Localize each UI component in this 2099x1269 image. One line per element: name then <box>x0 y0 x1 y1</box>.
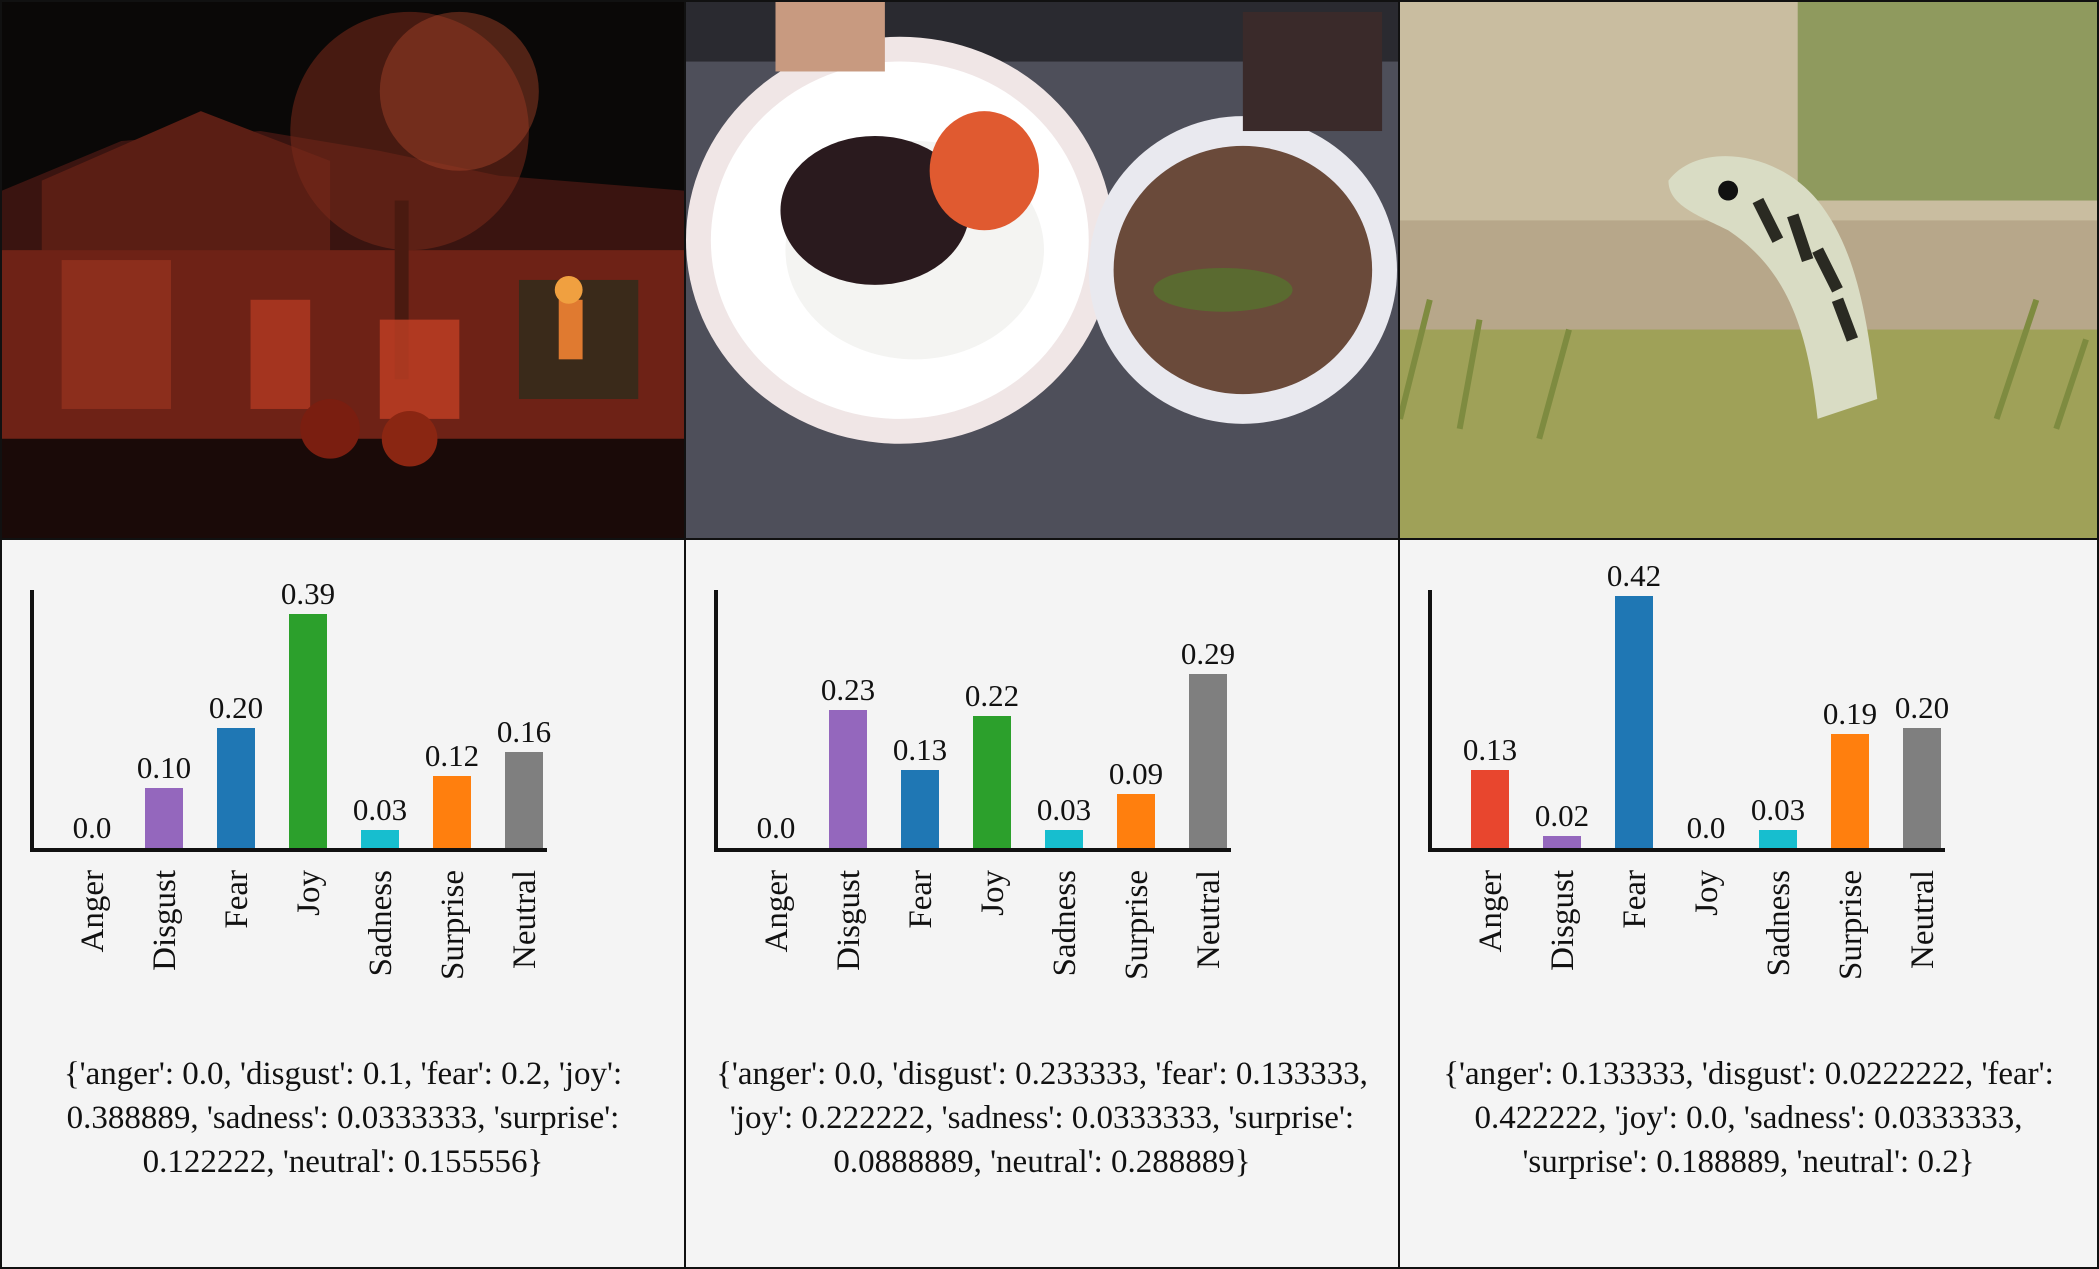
tick-label-sadness: Sadness <box>1761 870 1797 976</box>
value-label-fear: 0.20 <box>209 690 263 725</box>
bar-chart-3: 0.13 Anger 0.02 Disgust 0.42 Fear 0.0 Joy 0.03 Sa… <box>1428 558 1949 980</box>
tick-label-anger: Anger <box>759 870 795 952</box>
halloween-house-illustration <box>2 2 684 538</box>
tick-label-disgust: Disgust <box>831 870 867 971</box>
tick-label-fear: Fear <box>1617 870 1653 929</box>
tick-label-neutral: Neutral <box>1905 870 1941 969</box>
value-label-sadness: 0.03 <box>353 792 407 827</box>
photo-halloween-house <box>0 0 686 540</box>
bar-fear <box>217 728 255 848</box>
value-label-surprise: 0.12 <box>425 738 479 773</box>
tick-label-anger: Anger <box>1473 870 1509 952</box>
tick-label-disgust: Disgust <box>147 870 183 971</box>
bar-chart-2: 0.0 Anger 0.23 Disgust 0.13 Fear 0.22 Joy 0.03 Sa… <box>714 590 1235 980</box>
tick-label-anger: Anger <box>75 870 111 952</box>
tick-label-joy: Joy <box>975 870 1011 916</box>
value-label-fear: 0.42 <box>1607 558 1661 593</box>
tick-label-surprise: Surprise <box>1119 870 1155 980</box>
bar-sadness <box>361 830 399 848</box>
tick-label-sadness: Sadness <box>1047 870 1083 976</box>
bar-joy <box>973 716 1011 848</box>
bar-chart-1: 0.0 Anger 0.10 Disgust 0.20 Fear 0.39 Joy 0.03 Sa… <box>30 576 551 980</box>
tick-label-surprise: Surprise <box>435 870 471 980</box>
value-label-anger: 0.13 <box>1463 732 1517 767</box>
value-label-surprise: 0.09 <box>1109 756 1163 791</box>
bar-neutral <box>1903 728 1941 848</box>
tick-label-joy: Joy <box>291 870 327 916</box>
value-label-sadness: 0.03 <box>1037 792 1091 827</box>
tick-label-disgust: Disgust <box>1545 870 1581 971</box>
value-label-surprise: 0.19 <box>1823 696 1877 731</box>
bar-anger <box>1471 770 1509 848</box>
value-label-joy: 0.39 <box>281 576 335 611</box>
value-label-joy: 0.22 <box>965 678 1019 713</box>
value-label-sadness: 0.03 <box>1751 792 1805 827</box>
bar-surprise <box>1117 794 1155 848</box>
value-label-fear: 0.13 <box>893 732 947 767</box>
value-label-neutral: 0.20 <box>1895 690 1949 725</box>
bar-fear <box>901 770 939 848</box>
photo-food-plates <box>684 0 1400 540</box>
bar-disgust <box>829 710 867 848</box>
bar-surprise <box>1831 734 1869 848</box>
value-label-disgust: 0.23 <box>821 672 875 707</box>
chart-panel-1: 0.0 Anger 0.10 Disgust 0.20 Fear 0.39 Joy 0.03 Sa… <box>0 538 686 1269</box>
value-label-neutral: 0.29 <box>1181 636 1235 671</box>
value-label-disgust: 0.02 <box>1535 798 1589 833</box>
value-label-neutral: 0.16 <box>497 714 551 749</box>
tick-label-neutral: Neutral <box>507 870 543 969</box>
snake-illustration <box>1400 2 2097 538</box>
tick-label-surprise: Surprise <box>1833 870 1869 980</box>
bar-joy <box>289 614 327 848</box>
tick-label-neutral: Neutral <box>1191 870 1227 969</box>
distribution-text-1: {'anger': 0.0, 'disgust': 0.1, 'fear': 0… <box>63 1056 623 1180</box>
bar-surprise <box>433 776 471 848</box>
tick-label-fear: Fear <box>903 870 939 929</box>
bar-neutral <box>1189 674 1227 848</box>
distribution-text-2: {'anger': 0.0, 'disgust': 0.233333, 'fea… <box>716 1056 1368 1180</box>
value-label-anger: 0.0 <box>757 810 796 845</box>
bar-disgust <box>145 788 183 848</box>
distribution-text-3: {'anger': 0.133333, 'disgust': 0.0222222… <box>1443 1056 2054 1180</box>
tick-label-sadness: Sadness <box>363 870 399 976</box>
food-plates-illustration <box>686 2 1398 538</box>
value-label-disgust: 0.10 <box>137 750 191 785</box>
chart-panel-2: 0.0 Anger 0.23 Disgust 0.13 Fear 0.22 Joy 0.03 Sa… <box>684 538 1400 1269</box>
value-label-anger: 0.0 <box>73 810 112 845</box>
value-label-joy: 0.0 <box>1687 810 1726 845</box>
bar-disgust <box>1543 836 1581 848</box>
bar-sadness <box>1759 830 1797 848</box>
tick-label-joy: Joy <box>1689 870 1725 916</box>
bar-sadness <box>1045 830 1083 848</box>
photo-snake <box>1398 0 2099 540</box>
chart-panel-3: 0.13 Anger 0.02 Disgust 0.42 Fear 0.0 Joy 0.03 Sa… <box>1398 538 2099 1269</box>
bar-neutral <box>505 752 543 848</box>
bar-fear <box>1615 596 1653 848</box>
tick-label-fear: Fear <box>219 870 255 929</box>
